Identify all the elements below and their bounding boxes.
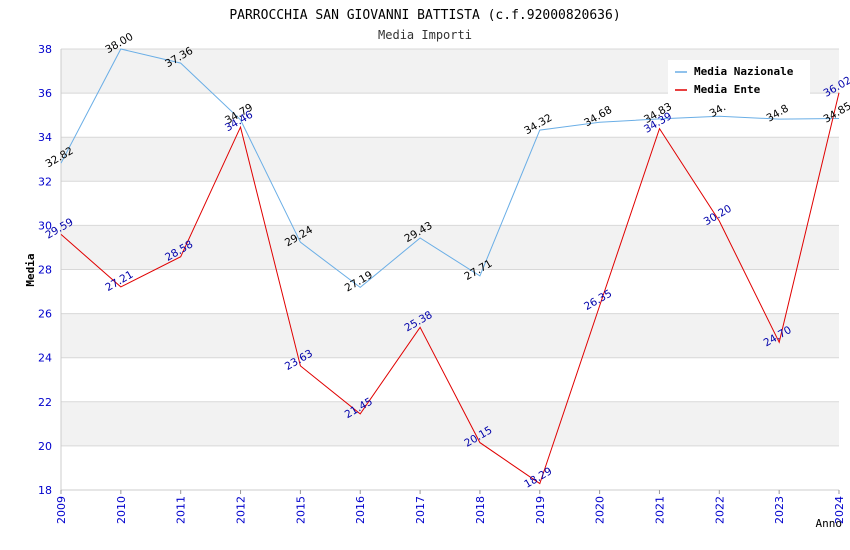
x-tick-label: 2011 [175, 496, 188, 524]
legend-box [668, 60, 810, 98]
y-tick-label: 28 [38, 264, 52, 277]
y-tick-label: 18 [38, 484, 52, 497]
y-tick-label: 22 [38, 396, 52, 409]
legend-label-media-nazionale: Media Nazionale [694, 65, 794, 78]
x-tick-label: 2018 [474, 496, 487, 524]
x-tick-label: 2024 [833, 496, 846, 524]
y-tick-label: 26 [38, 308, 52, 321]
y-tick-label: 36 [38, 87, 52, 100]
x-tick-label: 2019 [534, 496, 547, 524]
legend-label-media-ente: Media Ente [694, 83, 761, 96]
y-axis-ticks: 18 20 22 24 26 28 30 32 34 36 38 [38, 43, 52, 497]
series-lines [60, 48, 840, 485]
x-tick-label: 2020 [594, 496, 607, 524]
grid-band [61, 225, 839, 270]
grid-bands [61, 49, 839, 490]
y-tick-label: 38 [38, 43, 52, 56]
grid-band [61, 401, 839, 446]
x-tick-label: 2009 [55, 496, 68, 524]
grid-band [61, 181, 839, 226]
x-tick-label: 2016 [354, 496, 367, 524]
grid-band [61, 93, 839, 138]
grid-band [61, 357, 839, 402]
y-tick-label: 24 [38, 352, 52, 365]
chart-subtitle: Media Importi [378, 28, 472, 42]
x-tick-label: 2017 [414, 496, 427, 524]
x-tick-label: 2022 [713, 496, 726, 524]
grid-band [61, 137, 839, 182]
x-tick-label: 2021 [653, 496, 666, 524]
chart-title: PARROCCHIA SAN GIOVANNI BATTISTA (c.f.92… [229, 8, 620, 23]
grid-band [61, 445, 839, 490]
legend: Media Nazionale Media Ente [668, 60, 810, 98]
x-tick-label: 2015 [294, 496, 307, 524]
series-line-media-nazionale [60, 48, 840, 289]
x-tick-label: 2023 [773, 496, 786, 524]
y-tick-label: 32 [38, 175, 52, 188]
x-tick-label: 2012 [235, 496, 248, 524]
x-axis-ticks: 2009 2010 2011 2012 2015 2016 2017 2018 2019 2020… [55, 490, 846, 524]
x-tick-label: 2010 [115, 496, 128, 524]
grid-band [61, 313, 839, 358]
axes [60, 49, 839, 491]
y-tick-label: 20 [38, 440, 52, 453]
series-line-media-ente [60, 92, 840, 485]
x-axis-label: Anno [816, 517, 843, 530]
y-tick-label: 30 [38, 219, 52, 232]
grid-band [61, 269, 839, 314]
y-axis-label: Media [24, 253, 37, 286]
y-tick-label: 34 [38, 131, 52, 144]
